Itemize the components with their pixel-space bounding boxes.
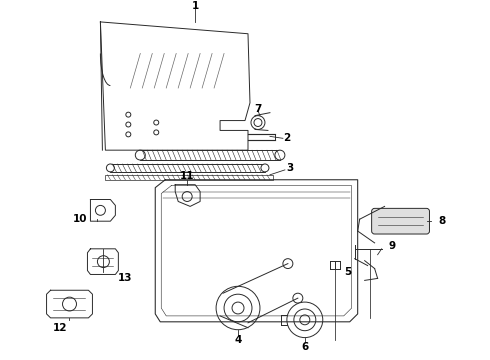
- Bar: [110, 164, 265, 172]
- Text: 8: 8: [439, 216, 446, 226]
- Text: 4: 4: [234, 334, 242, 345]
- Circle shape: [293, 293, 303, 303]
- Text: 11: 11: [180, 171, 195, 181]
- Circle shape: [283, 259, 293, 269]
- Text: 9: 9: [388, 241, 395, 251]
- Circle shape: [251, 116, 265, 130]
- Text: 13: 13: [118, 273, 133, 283]
- Circle shape: [135, 150, 145, 160]
- Text: 7: 7: [254, 104, 262, 114]
- Circle shape: [261, 164, 269, 172]
- Text: 3: 3: [286, 163, 294, 173]
- Circle shape: [287, 302, 323, 338]
- Text: 2: 2: [283, 133, 291, 143]
- Circle shape: [275, 150, 285, 160]
- Text: 6: 6: [301, 342, 308, 352]
- Bar: [140, 150, 280, 160]
- Text: 10: 10: [73, 214, 88, 224]
- Text: 1: 1: [192, 1, 199, 11]
- Circle shape: [106, 164, 114, 172]
- FancyBboxPatch shape: [371, 208, 429, 234]
- Bar: [105, 175, 273, 180]
- Text: 12: 12: [53, 323, 68, 333]
- Text: 5: 5: [344, 267, 351, 278]
- Circle shape: [216, 286, 260, 330]
